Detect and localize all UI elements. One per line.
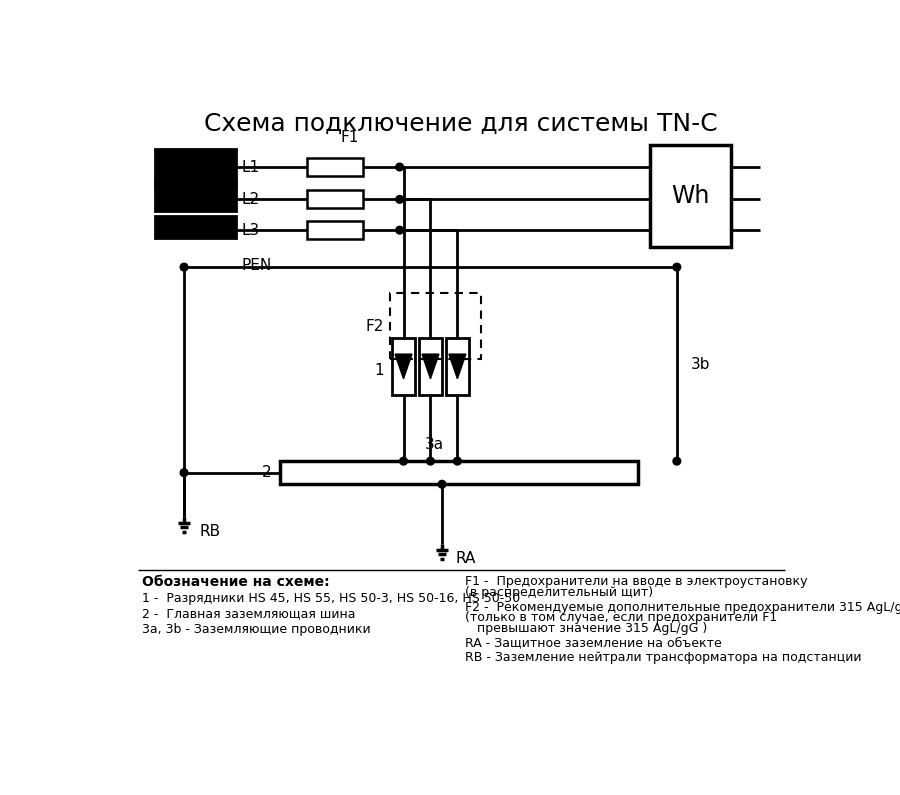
Bar [391, 293, 482, 359]
Circle shape [438, 480, 446, 488]
Circle shape [396, 196, 403, 204]
Circle shape [396, 227, 403, 234]
Text: RB - Заземление нейтрали трансформатора на подстанции: RB - Заземление нейтрали трансформатора … [465, 651, 861, 665]
Text: 1: 1 [374, 363, 384, 378]
Circle shape [396, 163, 403, 171]
Text: RA: RA [456, 552, 476, 567]
Text: Схема подключение для системы TN-C: Схема подключение для системы TN-C [204, 112, 718, 136]
Text: (в распределительный щит): (в распределительный щит) [465, 586, 653, 599]
Text: F2 -  Рекомендуемые дополнительные предохранители 315 AgL/gG: F2 - Рекомендуемые дополнительные предох… [465, 600, 900, 614]
Bar [155, 183, 236, 211]
Bar [155, 149, 236, 184]
Bar [446, 338, 469, 395]
Text: RA - Защитное заземление на объекте: RA - Защитное заземление на объекте [465, 637, 722, 650]
Text: Wh: Wh [671, 184, 709, 208]
Text: (только в том случае, если предохранители F1: (только в том случае, если предохранител… [465, 611, 778, 624]
Bar [392, 338, 415, 395]
Text: F1 -  Предохранители на вводе в электроустановку: F1 - Предохранители на вводе в электроус… [465, 575, 807, 588]
Circle shape [673, 263, 680, 271]
Text: 1 -  Разрядники HS 45, HS 55, HS 50-3, HS 50-16, HS 50-50: 1 - Разрядники HS 45, HS 55, HS 50-3, HS… [141, 592, 520, 605]
Circle shape [180, 469, 188, 476]
Text: L1: L1 [242, 160, 260, 175]
Circle shape [400, 457, 408, 465]
Text: L2: L2 [242, 192, 260, 207]
Text: 2: 2 [261, 465, 271, 480]
Text: F1: F1 [340, 130, 359, 145]
Circle shape [454, 457, 462, 465]
Bar [650, 145, 731, 247]
Bar [155, 216, 236, 238]
Circle shape [180, 263, 188, 271]
Text: 3b: 3b [690, 357, 710, 371]
Text: 3a: 3a [425, 436, 444, 452]
Text: F2: F2 [366, 319, 384, 334]
Polygon shape [449, 354, 466, 378]
Text: PEN: PEN [242, 258, 272, 273]
Text: 2 -  Главная заземляющая шина: 2 - Главная заземляющая шина [141, 607, 356, 620]
Bar [307, 191, 363, 208]
Text: 3а, 3b - Заземляющие проводники: 3а, 3b - Заземляющие проводники [141, 622, 370, 636]
Circle shape [427, 457, 435, 465]
Text: RB: RB [200, 525, 220, 540]
Text: превышают значение 315 AgL/gG ): превышают значение 315 AgL/gG ) [465, 622, 707, 635]
Bar [280, 461, 638, 484]
Bar [307, 221, 363, 239]
Bar [418, 338, 442, 395]
Circle shape [673, 457, 680, 465]
Bar [307, 158, 363, 176]
Text: L3: L3 [242, 223, 260, 238]
Polygon shape [395, 354, 412, 378]
Text: Обозначение на схеме:: Обозначение на схеме: [141, 575, 329, 589]
Polygon shape [422, 354, 439, 378]
